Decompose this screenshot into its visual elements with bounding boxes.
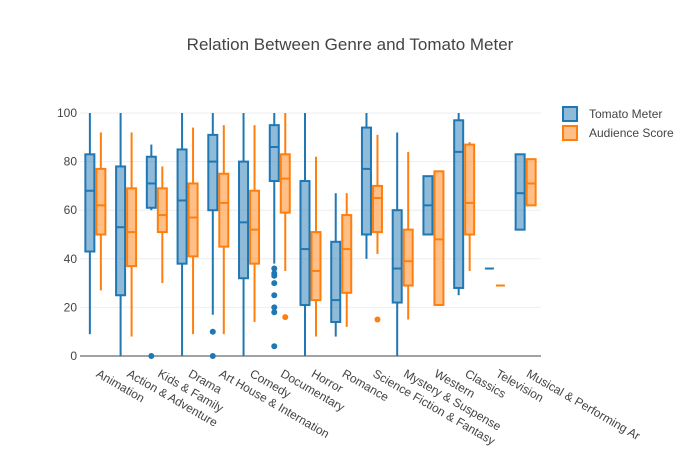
box-tomato-meter-9[interactable] [360,113,372,259]
outlier-point [271,265,278,272]
box-audience-score-4[interactable] [218,125,230,335]
box-iqr [310,231,322,302]
box-tomato-meter-7[interactable] [299,113,311,356]
box-iqr [279,153,291,214]
box-tomato-meter-1[interactable] [115,113,127,356]
box-audience-score-8[interactable] [341,193,353,327]
box-audience-score-10[interactable] [402,151,414,320]
box-audience-score-0[interactable] [95,132,107,291]
box-iqr [330,240,342,323]
legend-label: Tomato Meter [589,107,662,121]
box-iqr [156,187,168,234]
plot-area [84,113,537,359]
box-iqr [207,133,219,212]
box-iqr [176,148,188,265]
outlier-point [271,272,278,279]
box-audience-score-5[interactable] [249,125,261,322]
box-iqr [126,187,138,268]
box-tomato-meter-2[interactable] [145,144,157,359]
box-iqr [218,172,230,248]
box-iqr [95,167,107,236]
y-tick-label: 20 [64,300,78,314]
box-iqr [464,143,476,236]
box-tomato-meter-14[interactable] [514,153,526,231]
box-tomato-meter-12[interactable] [453,113,465,296]
box-iqr [341,214,353,294]
box-iqr [187,182,199,258]
outlier-point [271,292,278,299]
y-axis: 0 20 40 60 80 100 [57,106,77,363]
box-iqr [525,158,537,207]
outlier-point [209,353,216,359]
y-tick-label: 0 [70,349,77,363]
box-tomato-meter-11[interactable] [422,175,434,236]
legend-swatch [562,125,578,141]
legend-swatch [562,106,578,122]
box-tomato-meter-0[interactable] [84,113,96,335]
outlier-point [148,353,155,359]
y-tick-label: 60 [64,203,78,217]
box-iqr [391,209,403,304]
box-tomato-meter-4[interactable] [207,113,219,359]
box-tomato-meter-8[interactable] [330,193,342,337]
box-audience-score-6[interactable] [279,113,291,321]
box-audience-score-9[interactable] [371,134,383,323]
box-iqr [115,165,127,297]
box-audience-score-12[interactable] [464,142,476,271]
box-iqr [360,126,372,236]
legend-item-tomato-meter[interactable]: Tomato Meter [562,106,662,122]
box-tomato-meter-3[interactable] [176,113,188,356]
outlier-point [374,316,381,323]
box-iqr [514,153,526,231]
box-iqr [145,155,157,209]
outlier-point [271,343,278,350]
box-iqr [402,228,414,287]
box-iqr [84,153,96,253]
box-audience-score-2[interactable] [156,166,168,284]
box-iqr [433,170,445,306]
box-tomato-meter-5[interactable] [238,113,250,356]
x-tick-label: Musical & Performing Ar [524,366,642,442]
box-iqr [371,184,383,234]
outlier-point [271,280,278,287]
box-iqr [299,180,311,306]
box-tomato-meter-10[interactable] [391,132,403,356]
box-iqr [238,160,250,280]
legend[interactable]: Tomato Meter Audience Score [562,106,674,141]
chart-title: Relation Between Genre and Tomato Meter [187,35,514,54]
box-iqr [249,189,261,265]
box-audience-score-1[interactable] [126,132,138,337]
box-audience-score-3[interactable] [187,127,199,335]
y-tick-label: 40 [64,252,78,266]
outlier-point [282,314,289,321]
outlier-point [209,328,216,335]
box-audience-score-14[interactable] [525,158,537,207]
box-iqr [268,124,280,183]
legend-label: Audience Score [589,126,674,140]
outlier-point [271,309,278,316]
box-audience-score-7[interactable] [310,156,322,337]
legend-item-audience-score[interactable]: Audience Score [562,125,674,141]
box-tomato-meter-6[interactable] [268,113,280,350]
y-tick-label: 80 [64,155,78,169]
y-tick-label: 100 [57,106,77,120]
box-iqr [453,119,465,289]
box-audience-score-11[interactable] [433,170,445,306]
outlier-point [271,304,278,311]
